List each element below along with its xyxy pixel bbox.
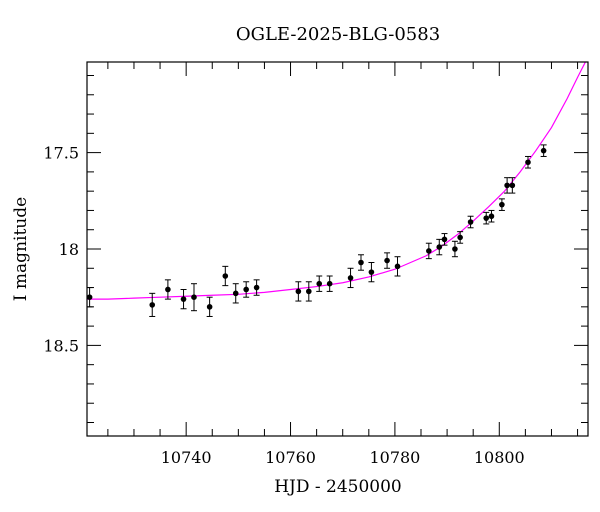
axis-ticks <box>87 62 588 436</box>
data-point <box>253 279 260 296</box>
data-point <box>451 240 458 258</box>
data-marker <box>488 213 495 220</box>
data-point <box>394 256 401 277</box>
data-marker <box>499 201 505 208</box>
x-tick-label: 10780 <box>369 448 420 467</box>
data-marker <box>441 236 448 243</box>
data-marker <box>525 159 531 166</box>
data-point <box>524 155 531 169</box>
data-marker <box>426 248 432 254</box>
data-point <box>316 275 323 292</box>
data-point <box>149 292 156 317</box>
data-point <box>243 281 250 298</box>
x-tick-label: 10740 <box>161 448 212 467</box>
data-marker <box>504 182 510 189</box>
data-marker <box>191 294 197 300</box>
y-tick-label: 17.5 <box>43 144 79 163</box>
data-point <box>509 177 516 194</box>
data-marker <box>509 182 516 189</box>
data-point <box>504 177 511 194</box>
data-marker <box>483 215 490 221</box>
data-marker <box>436 244 443 250</box>
data-point <box>441 233 448 246</box>
data-marker <box>232 290 239 297</box>
data-point <box>425 242 432 260</box>
data-marker <box>347 275 354 281</box>
data-point <box>232 283 239 304</box>
data-point <box>86 287 93 308</box>
data-point <box>305 281 312 302</box>
data-marker <box>384 257 390 264</box>
data-point <box>498 198 505 211</box>
x-tick-label: 10760 <box>265 448 316 467</box>
data-marker <box>295 288 302 295</box>
plot-frame <box>86 61 589 437</box>
data-point <box>483 211 490 225</box>
data-marker <box>457 234 463 241</box>
data-marker <box>540 147 547 154</box>
data-marker <box>452 246 458 252</box>
data-point <box>384 252 391 269</box>
model-curve-layer <box>87 61 586 300</box>
data-point <box>368 261 375 283</box>
data-marker <box>165 286 171 293</box>
data-marker <box>253 284 260 291</box>
chart-title: OGLE-2025-BLG-0583 <box>236 24 440 45</box>
data-point <box>190 283 197 312</box>
data-points-layer <box>86 144 547 317</box>
data-marker <box>358 259 364 266</box>
data-point <box>467 215 474 229</box>
data-marker <box>316 280 323 287</box>
y-tick-label: 18 <box>59 240 79 259</box>
data-point <box>222 265 229 287</box>
data-marker <box>467 219 474 225</box>
y-tick-label: 18.5 <box>43 336 79 355</box>
y-axis-label: I magnitude <box>11 197 31 301</box>
data-point <box>457 231 464 244</box>
data-marker <box>86 294 93 300</box>
data-point <box>540 144 547 157</box>
data-marker <box>326 280 333 287</box>
x-tick-label: 10800 <box>474 448 525 467</box>
data-point <box>295 281 302 302</box>
data-marker <box>180 296 187 302</box>
model-curve <box>87 61 586 300</box>
x-axis-label: HJD - 2450000 <box>274 477 402 497</box>
data-point <box>180 288 187 310</box>
data-marker <box>222 273 229 279</box>
data-point <box>326 275 333 292</box>
data-point <box>347 267 354 289</box>
data-marker <box>206 304 213 310</box>
axis-tick-labels: 10740 10760 10780 10800 17.5 18 18.5 <box>43 144 524 467</box>
data-marker <box>394 263 401 270</box>
data-point <box>164 279 171 300</box>
data-marker <box>149 302 156 308</box>
data-marker <box>243 286 249 293</box>
data-point <box>357 254 364 271</box>
data-point <box>488 209 495 223</box>
data-point <box>436 238 443 256</box>
data-point <box>206 296 213 317</box>
data-marker <box>368 269 375 275</box>
data-marker <box>305 288 312 295</box>
